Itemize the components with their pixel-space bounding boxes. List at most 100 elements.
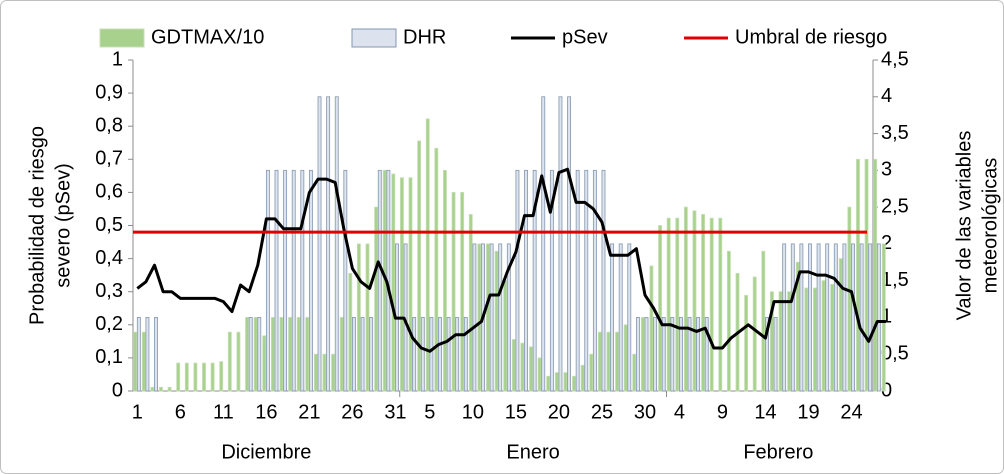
bar [291, 169, 296, 392]
bar [141, 331, 146, 392]
bar [580, 364, 585, 392]
bar [420, 317, 425, 392]
bar [644, 317, 649, 392]
bar [868, 243, 873, 392]
bar [701, 214, 706, 392]
bar [653, 317, 658, 392]
bar [236, 331, 241, 392]
x-tick-label: 9 [717, 401, 728, 423]
bar [601, 169, 606, 392]
group-label: Febrero [743, 441, 813, 463]
bar [296, 317, 301, 392]
bar [136, 317, 141, 392]
bar [859, 243, 864, 392]
bar [873, 158, 878, 392]
bar [529, 346, 533, 392]
bar [881, 243, 886, 392]
x-tick-label: 15 [505, 401, 527, 423]
bar [253, 317, 258, 392]
bar [360, 317, 365, 392]
bar [851, 243, 855, 392]
bar [635, 317, 640, 392]
y-axis-title: Probabilidad de riesgo [26, 126, 48, 325]
bar [300, 169, 305, 392]
bar [288, 317, 292, 392]
bar [270, 317, 275, 392]
bar [305, 317, 310, 392]
bar [245, 317, 249, 392]
bar [769, 291, 774, 392]
bar [632, 353, 637, 392]
y-tick-label: 0,5 [95, 214, 123, 236]
bar [856, 158, 860, 392]
x-tick-label: 1 [132, 401, 143, 423]
bar [455, 317, 460, 392]
bar [704, 317, 709, 392]
bar [283, 169, 288, 392]
bar [799, 243, 804, 392]
bar [494, 250, 499, 392]
y2-tick-label: 0 [881, 379, 892, 401]
x-tick-label: 24 [840, 401, 862, 423]
x-tick-label: 25 [591, 401, 613, 423]
x-tick-label: 19 [797, 401, 819, 423]
bar [365, 243, 370, 392]
bar [425, 118, 430, 392]
bar [524, 169, 528, 392]
bar [627, 243, 632, 392]
y2-tick-label: 3 [881, 159, 892, 181]
bar [412, 317, 417, 392]
bar [618, 243, 623, 392]
bar [219, 361, 224, 392]
legend-label: pSev [562, 26, 608, 48]
line [136, 167, 886, 353]
bar [322, 353, 327, 392]
y-axis-title: severo (pSev) [52, 163, 74, 288]
x-tick-label: 11 [213, 401, 234, 423]
bar [678, 317, 683, 392]
bar [429, 317, 434, 392]
bar [718, 217, 723, 392]
bar [787, 291, 792, 392]
bar [592, 169, 597, 392]
bar [279, 317, 284, 392]
bar [575, 169, 580, 392]
bar [443, 169, 447, 392]
bar [274, 169, 279, 392]
y2-axis-title: Valor de las variables [953, 131, 975, 321]
bar [167, 386, 172, 392]
y2-tick-label: 3,5 [881, 122, 909, 144]
y-tick-label: 0,3 [95, 280, 123, 302]
y-tick-label: 0,4 [95, 247, 123, 269]
bar [726, 250, 731, 392]
bar [339, 317, 344, 392]
bar [159, 386, 163, 392]
bar [331, 353, 336, 392]
bar [623, 324, 628, 392]
bar [563, 372, 568, 392]
bar [446, 317, 451, 392]
bar [541, 96, 546, 392]
bar [348, 272, 353, 392]
bar [399, 177, 404, 392]
x-tick-label: 4 [674, 401, 685, 423]
bar [813, 287, 817, 392]
bar [765, 317, 769, 392]
bar [567, 96, 571, 392]
group-label: Enero [506, 441, 559, 463]
y-tick-label: 0,8 [95, 114, 123, 136]
bar [317, 96, 322, 392]
bar [532, 169, 537, 392]
legend-swatch [99, 28, 145, 48]
bar [606, 331, 611, 392]
bar [334, 96, 339, 392]
bar [833, 243, 838, 392]
bar [670, 317, 675, 392]
y2-tick-label: 4,5 [881, 48, 909, 70]
y2-axis-title: meteorológicas [979, 158, 1001, 294]
bar [133, 331, 138, 392]
bar [498, 243, 503, 392]
bar [876, 243, 881, 392]
y-tick-label: 0,7 [95, 148, 123, 170]
